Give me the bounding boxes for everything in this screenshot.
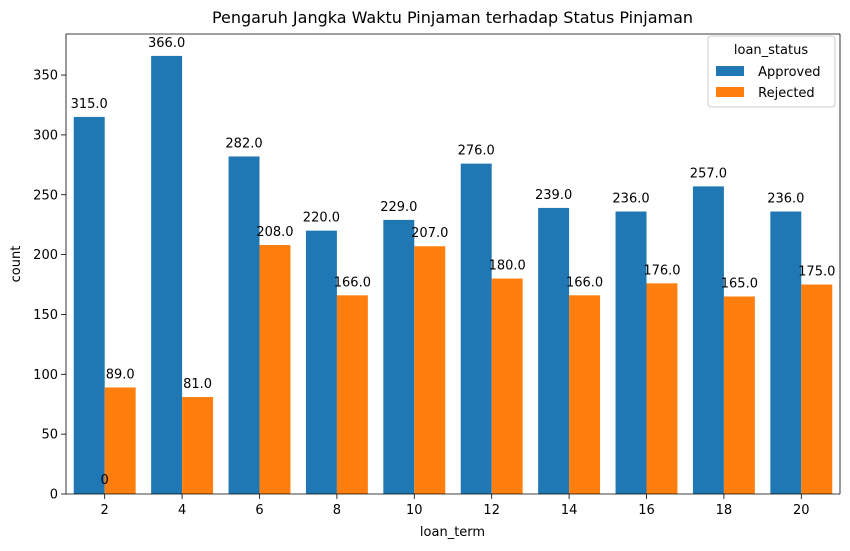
bar-0-8 (692, 186, 724, 495)
y-tick-label: 350 (33, 69, 58, 84)
legend-title: loan_status (734, 43, 808, 58)
bar-value-label: 165.0 (721, 276, 758, 291)
x-tick-label: 16 (638, 503, 655, 518)
bar-value-label: 366.0 (148, 36, 185, 51)
x-tick-label: 14 (561, 503, 578, 518)
x-tick-label: 6 (255, 503, 263, 518)
bar-1-6 (569, 295, 601, 494)
x-tick-label: 20 (793, 503, 810, 518)
bar-value-label: 229.0 (380, 200, 417, 215)
plot-area: 315.0 366.0 282.0 220.0 229.0 276.0 239.0 236.0… (33, 33, 841, 518)
bar-value-label: 81.0 (183, 377, 212, 392)
y-tick-label: 150 (33, 308, 58, 323)
bar-1-7 (646, 283, 678, 494)
bar-1-9 (801, 284, 833, 494)
bar-value-label: 315.0 (71, 97, 108, 112)
y-tick-label: 250 (33, 188, 58, 203)
legend-label-approved: Approved (754, 65, 821, 80)
bar-0-4 (383, 219, 415, 494)
bar-value-label: 175.0 (798, 265, 835, 280)
bar-1-1 (182, 397, 214, 494)
bar-0-3 (305, 230, 337, 494)
bar-value-label: 257.0 (690, 166, 727, 181)
bar-value-label: 236.0 (767, 192, 804, 207)
y-axis-title: count (9, 246, 24, 283)
bar-1-4 (414, 246, 446, 494)
x-tick-label: 18 (716, 503, 733, 518)
y-tick-label: 100 (33, 368, 58, 383)
bar-value-label: 180.0 (489, 259, 526, 274)
bar-value-label: 89.0 (106, 367, 135, 382)
bar-0-5 (460, 163, 492, 494)
bar-value-label: 166.0 (334, 275, 371, 290)
x-tick-label: 12 (483, 503, 500, 518)
x-tick-label: 8 (333, 503, 341, 518)
x-axis-title: loan_term (420, 525, 485, 540)
bar-0-1 (151, 55, 183, 495)
bar-value-label: 276.0 (458, 144, 495, 159)
y-tick-label: 200 (33, 248, 58, 263)
bar-value-label: 239.0 (535, 188, 572, 203)
x-tick-label: 4 (178, 503, 186, 518)
chart-title: Pengaruh Jangka Waktu Pinjaman terhadap … (212, 8, 693, 27)
bar-0-0 (73, 116, 105, 495)
bar-1-3 (336, 295, 368, 494)
bar-0-9 (770, 211, 802, 494)
bar-value-label: 207.0 (411, 226, 448, 241)
x-tick-label: 2 (101, 503, 109, 518)
bar-value-label: 166.0 (566, 275, 603, 290)
y-tick-label: 50 (41, 428, 58, 443)
bar-0-7 (615, 211, 647, 494)
bar-value-label: 208.0 (256, 225, 293, 240)
zero-annotation: 0 (101, 473, 109, 488)
bar-0-6 (538, 207, 570, 494)
bar-value-label: 236.0 (612, 192, 649, 207)
bar-1-5 (491, 278, 523, 494)
bar-1-8 (723, 296, 755, 494)
bar-value-label: 282.0 (225, 136, 262, 151)
legend: loan_status Approved Rejected (707, 35, 836, 108)
legend-swatch-rejected (716, 87, 744, 97)
y-tick-label: 300 (33, 128, 58, 143)
y-tick-label: 0 (50, 488, 58, 503)
bar-0-2 (228, 156, 260, 494)
bar-1-0 (104, 387, 136, 494)
legend-swatch-approved (716, 66, 744, 76)
bar-value-label: 176.0 (643, 263, 680, 278)
x-tick-label: 10 (406, 503, 423, 518)
bar-value-label: 220.0 (303, 211, 340, 226)
legend-label-rejected: Rejected (754, 86, 815, 101)
bar-1-2 (259, 245, 291, 494)
